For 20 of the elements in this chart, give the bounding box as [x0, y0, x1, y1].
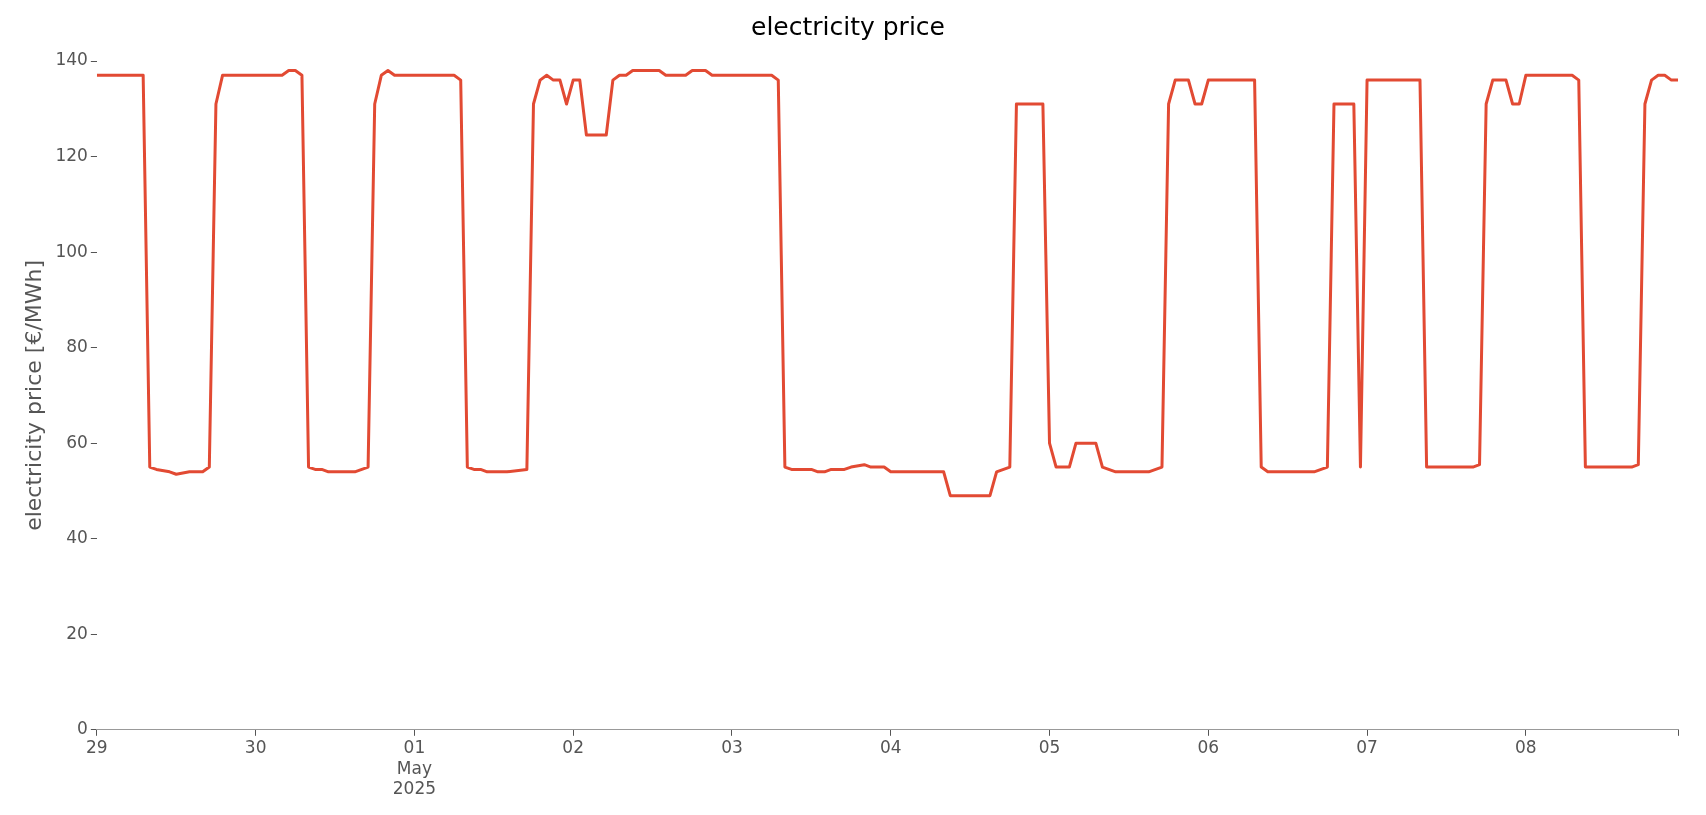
y-tick-label: 80 [66, 336, 88, 357]
y-axis-title: electricity price [€/MWh] [20, 259, 46, 531]
x-tick-label: 03 [721, 737, 743, 758]
x-tick-label: 29 [86, 737, 108, 758]
y-tick-label: 0 [77, 718, 88, 739]
x-tick-label: 04 [879, 737, 902, 758]
y-tick-label: 100 [55, 240, 88, 261]
y-tick-label: 140 [55, 49, 88, 70]
chart-title: electricity price [751, 11, 945, 41]
x-tick-label: 07 [1356, 737, 1378, 758]
x-tick-label: 02 [562, 737, 584, 758]
y-tick-label: 40 [66, 527, 88, 548]
x-tick-label: 08 [1515, 737, 1537, 758]
x-tick-label: 30 [244, 737, 267, 758]
x-tick-label: 06 [1197, 737, 1220, 758]
y-tick-label: 20 [66, 622, 88, 643]
y-tick-label: 120 [55, 144, 88, 165]
x-tick-label: 05 [1038, 737, 1061, 758]
x-tick-label: 01 May 2025 [392, 737, 437, 799]
y-tick-label: 60 [66, 431, 88, 452]
